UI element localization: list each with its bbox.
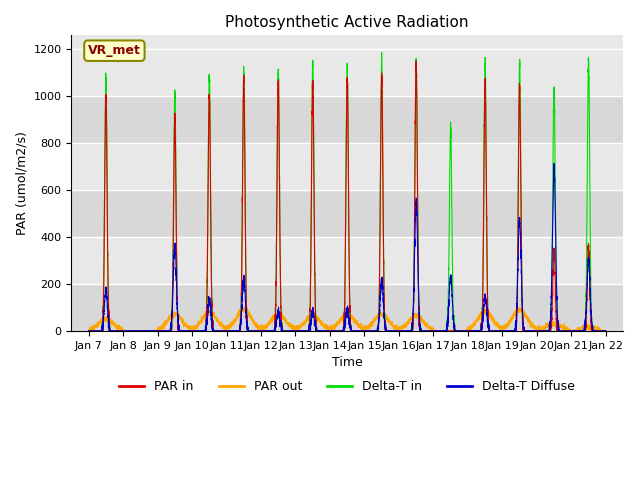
Legend: PAR in, PAR out, Delta-T in, Delta-T Diffuse: PAR in, PAR out, Delta-T in, Delta-T Dif… [115, 375, 580, 398]
X-axis label: Time: Time [332, 356, 363, 369]
Bar [72, 237, 623, 284]
Bar [72, 284, 623, 331]
Bar [72, 143, 623, 190]
Y-axis label: PAR (umol/m2/s): PAR (umol/m2/s) [15, 131, 28, 235]
Bar [72, 49, 623, 96]
Bar [72, 190, 623, 237]
Title: Photosynthetic Active Radiation: Photosynthetic Active Radiation [225, 15, 469, 30]
Bar [72, 96, 623, 143]
Text: VR_met: VR_met [88, 44, 141, 57]
